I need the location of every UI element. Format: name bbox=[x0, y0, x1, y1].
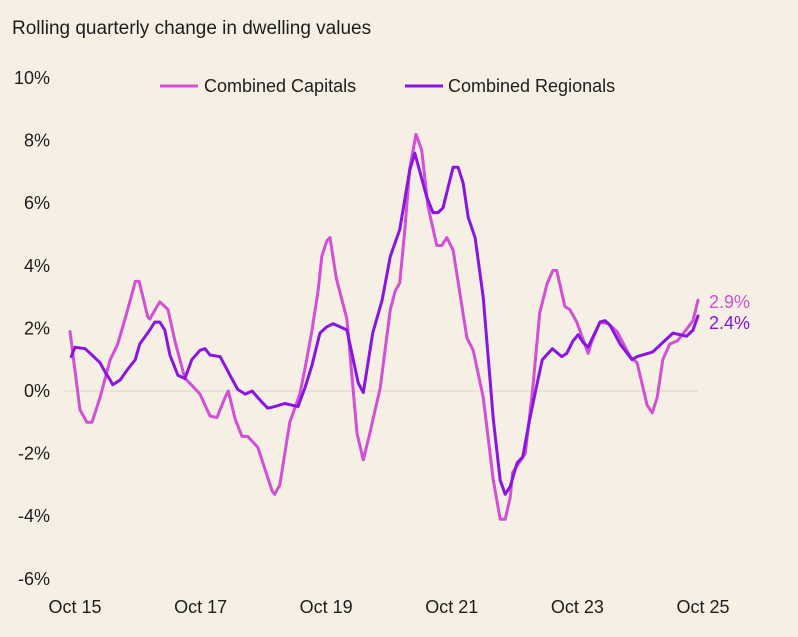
y-tick-label: 4% bbox=[24, 256, 50, 276]
end-label-regionals: 2.4% bbox=[709, 313, 750, 333]
legend-label-capitals: Combined Capitals bbox=[204, 76, 356, 96]
y-tick-label: -4% bbox=[18, 506, 50, 526]
x-tick-label: Oct 15 bbox=[48, 597, 101, 617]
series-line-capitals bbox=[68, 132, 700, 521]
x-tick-label: Oct 23 bbox=[551, 597, 604, 617]
x-tick-label: Oct 25 bbox=[676, 597, 729, 617]
y-tick-label: 2% bbox=[24, 318, 50, 338]
y-tick-label: 0% bbox=[24, 381, 50, 401]
y-tick-label: -2% bbox=[18, 444, 50, 464]
x-tick-label: Oct 21 bbox=[425, 597, 478, 617]
y-tick-label: 6% bbox=[24, 193, 50, 213]
legend-label-regionals: Combined Regionals bbox=[448, 76, 615, 96]
y-tick-label: -6% bbox=[18, 569, 50, 589]
y-tick-label: 8% bbox=[24, 131, 50, 151]
x-tick-label: Oct 17 bbox=[174, 597, 227, 617]
x-tick-label: Oct 19 bbox=[300, 597, 353, 617]
end-label-capitals: 2.9% bbox=[709, 292, 750, 312]
x-axis: Oct 15 Oct 17 Oct 19 Oct 21 Oct 23 Oct 25 bbox=[48, 597, 729, 617]
chart-title: Rolling quarterly change in dwelling val… bbox=[12, 18, 371, 39]
series-line-regionals bbox=[69, 151, 700, 496]
series-lines bbox=[68, 132, 700, 521]
y-axis: 10% 8% 6% 4% 2% 0% -2% -4% -6% bbox=[14, 68, 50, 589]
y-tick-label: 10% bbox=[14, 68, 50, 88]
legend: Combined Capitals Combined Regionals bbox=[160, 76, 615, 96]
